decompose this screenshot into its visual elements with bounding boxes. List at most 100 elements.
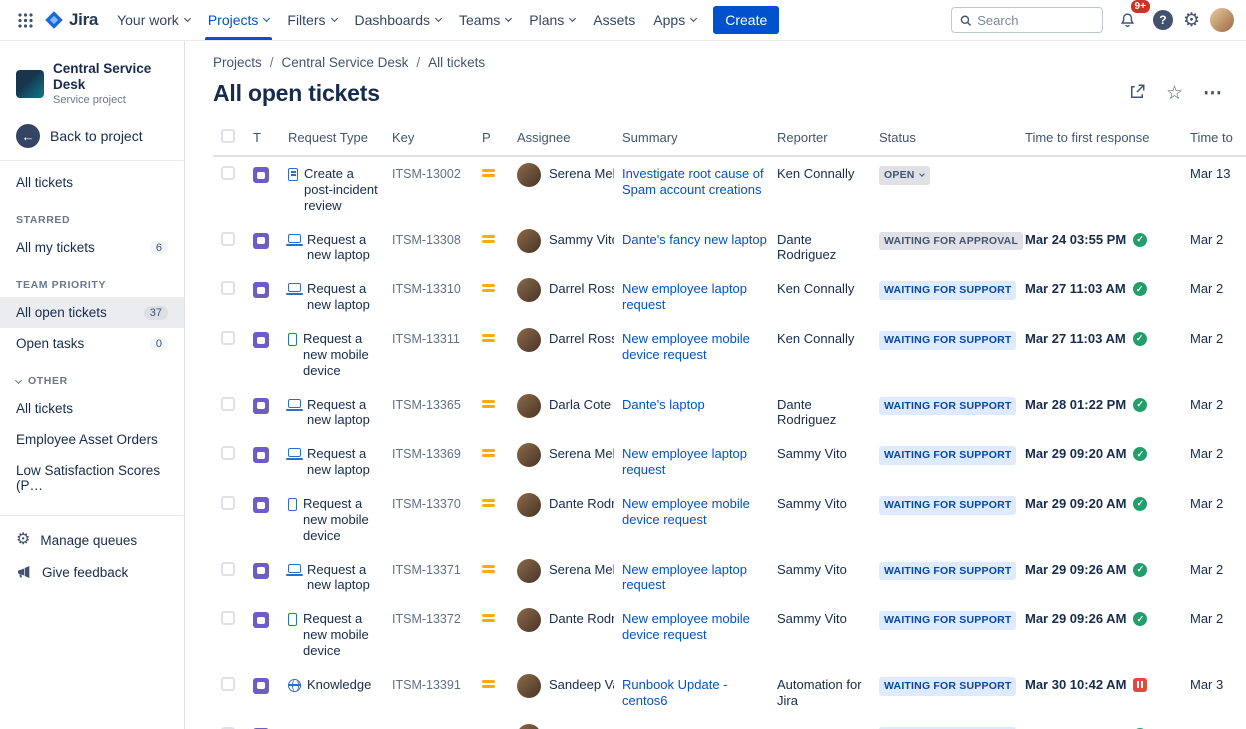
table-row[interactable]: Create a post-incident review ITSM-13002… — [213, 156, 1246, 223]
row-checkbox[interactable] — [221, 231, 235, 246]
sidebar-item-employee-asset-orders[interactable]: Employee Asset Orders — [16, 432, 158, 448]
breadcrumb-projects[interactable]: Projects — [213, 55, 262, 70]
table-row[interactable]: Request a new mobile device ITSM-13370 D… — [213, 487, 1246, 553]
sidebar-item-all-open-tickets[interactable]: All open tickets 37 — [0, 297, 184, 329]
row-checkbox[interactable] — [221, 396, 235, 411]
summary-link[interactable]: New employee laptop request — [622, 281, 748, 313]
status-badge[interactable]: WAITING FOR SUPPORT — [879, 281, 1017, 301]
jira-logo[interactable]: Jira — [40, 10, 108, 30]
sidebar-item-all-tickets-other[interactable]: All tickets — [16, 401, 74, 417]
section-other-toggle[interactable]: OTHER — [0, 359, 184, 393]
table-row[interactable]: Request a new laptop ITSM-13308 Sammy Vi… — [213, 223, 1246, 273]
star-icon[interactable] — [1166, 84, 1183, 103]
summary-link[interactable]: Investigate root cause of Spam account c… — [622, 166, 764, 197]
nav-item-filters[interactable]: Filters — [278, 0, 345, 40]
status-badge[interactable]: OPEN — [879, 166, 930, 185]
table-row[interactable]: Request a new mobile device ITSM-13372 D… — [213, 602, 1246, 668]
col-priority[interactable]: P — [482, 123, 517, 157]
table-row[interactable]: Request a new laptop ITSM-13371 Serena M… — [213, 553, 1246, 603]
table-row[interactable]: Request a new laptop ITSM-13365 Darla Co… — [213, 388, 1246, 438]
issue-key[interactable]: ITSM-13369 — [392, 447, 461, 462]
row-checkbox[interactable] — [221, 446, 235, 461]
summary-link[interactable]: New employee mobile device request — [622, 331, 750, 362]
col-key[interactable]: Key — [392, 123, 482, 157]
user-avatar[interactable] — [1210, 8, 1234, 32]
nav-item-plans[interactable]: Plans — [520, 0, 584, 40]
table-row[interactable]: Knowledge ITSM-13391 Sandeep Va… Runbook… — [213, 668, 1246, 718]
sidebar-item-open-tasks[interactable]: Open tasks 0 — [0, 328, 184, 359]
status-badge[interactable]: WAITING FOR SUPPORT — [879, 331, 1017, 350]
nav-item-assets[interactable]: Assets — [593, 12, 636, 28]
summary-link[interactable]: New employee mobile device request — [622, 496, 750, 527]
settings-gear-icon[interactable] — [1183, 11, 1200, 30]
row-checkbox[interactable] — [221, 676, 235, 691]
status-badge[interactable]: WAITING FOR SUPPORT — [879, 726, 1017, 729]
global-search[interactable] — [950, 7, 1103, 33]
select-all-checkbox[interactable] — [221, 129, 235, 143]
row-checkbox[interactable] — [221, 726, 235, 729]
row-checkbox[interactable] — [221, 331, 235, 346]
issue-key[interactable]: ITSM-13695 — [392, 728, 461, 729]
col-reporter[interactable]: Reporter — [777, 123, 879, 157]
issue-key[interactable]: ITSM-13391 — [392, 677, 461, 692]
status-badge[interactable]: WAITING FOR SUPPORT — [879, 611, 1017, 631]
help-icon[interactable] — [1152, 10, 1173, 30]
row-checkbox[interactable] — [221, 611, 235, 626]
nav-item-your-work[interactable]: Your work — [108, 0, 199, 40]
col-request-type[interactable]: Request Type — [288, 123, 392, 157]
row-checkbox[interactable] — [221, 281, 235, 296]
status-badge[interactable]: WAITING FOR APPROVAL — [879, 231, 1024, 251]
issue-key[interactable]: ITSM-13310 — [392, 282, 461, 297]
status-badge[interactable]: WAITING FOR SUPPORT — [879, 676, 1017, 696]
issue-key[interactable]: ITSM-13002 — [392, 167, 461, 181]
col-status[interactable]: Status — [879, 123, 1025, 157]
issue-key[interactable]: ITSM-13372 — [392, 612, 461, 627]
summary-link[interactable]: Runbook Update - centos6 — [622, 676, 728, 708]
search-input[interactable] — [977, 12, 1094, 28]
table-row[interactable]: Request a new laptop ITSM-13369 Serena M… — [213, 437, 1246, 487]
breadcrumb-project[interactable]: Central Service Desk — [281, 55, 409, 70]
sidebar-item-low-satisfaction-scores[interactable]: Low Satisfaction Scores (P… — [16, 463, 161, 494]
col-type[interactable]: T — [253, 123, 288, 157]
nav-item-projects[interactable]: Projects — [199, 0, 279, 40]
manage-queues-button[interactable]: Manage queues — [0, 524, 184, 556]
more-actions-icon[interactable] — [1203, 84, 1222, 103]
summary-link[interactable]: Dante's fancy new laptop — [622, 231, 767, 247]
col-time-to[interactable]: Time to — [1190, 123, 1246, 157]
row-checkbox[interactable] — [221, 166, 235, 180]
issue-key[interactable]: ITSM-13365 — [392, 397, 461, 412]
sidebar-item-all-tickets-pinned[interactable]: All tickets — [16, 175, 74, 191]
app-switcher-icon[interactable] — [10, 5, 40, 35]
breadcrumb-all-tickets[interactable]: All tickets — [428, 55, 486, 70]
summary-link[interactable]: New employee laptop request — [622, 446, 748, 478]
summary-link[interactable]: New employee laptop request — [622, 561, 748, 593]
give-feedback-button[interactable]: Give feedback — [0, 556, 184, 588]
col-summary[interactable]: Summary — [622, 123, 777, 157]
status-badge[interactable]: WAITING FOR SUPPORT — [879, 561, 1017, 581]
nav-item-apps[interactable]: Apps — [644, 0, 705, 40]
col-ttfr[interactable]: Time to first response — [1025, 123, 1190, 157]
status-badge[interactable]: WAITING FOR SUPPORT — [879, 446, 1017, 466]
status-badge[interactable]: WAITING FOR SUPPORT — [879, 396, 1017, 416]
summary-link[interactable]: Need new laptop — [622, 727, 720, 729]
issue-key[interactable]: ITSM-13308 — [392, 232, 461, 247]
table-row[interactable]: Request a new mobile device ITSM-13311 D… — [213, 322, 1246, 388]
row-checkbox[interactable] — [221, 496, 235, 511]
nav-item-dashboards[interactable]: Dashboards — [346, 0, 451, 40]
sidebar-item-all-my-tickets[interactable]: All my tickets 6 — [0, 232, 184, 263]
notifications-button[interactable]: 9+ — [1113, 0, 1152, 35]
table-row[interactable]: Request a new laptop ITSM-13310 Darrel R… — [213, 272, 1246, 322]
table-row[interactable]: Request a new laptop ITSM-13695 Sandeep … — [213, 718, 1246, 729]
col-assignee[interactable]: Assignee — [517, 123, 622, 157]
share-export-icon[interactable] — [1128, 83, 1146, 105]
back-to-project-button[interactable]: Back to project — [0, 116, 184, 160]
issue-key[interactable]: ITSM-13371 — [392, 562, 461, 577]
issue-key[interactable]: ITSM-13311 — [392, 332, 460, 347]
summary-link[interactable]: Dante's laptop — [622, 396, 705, 412]
row-checkbox[interactable] — [221, 561, 235, 576]
nav-item-teams[interactable]: Teams — [450, 0, 520, 40]
issue-key[interactable]: ITSM-13370 — [392, 497, 461, 512]
summary-link[interactable]: New employee mobile device request — [622, 611, 750, 643]
create-button[interactable]: Create — [713, 6, 780, 34]
status-badge[interactable]: WAITING FOR SUPPORT — [879, 496, 1017, 515]
